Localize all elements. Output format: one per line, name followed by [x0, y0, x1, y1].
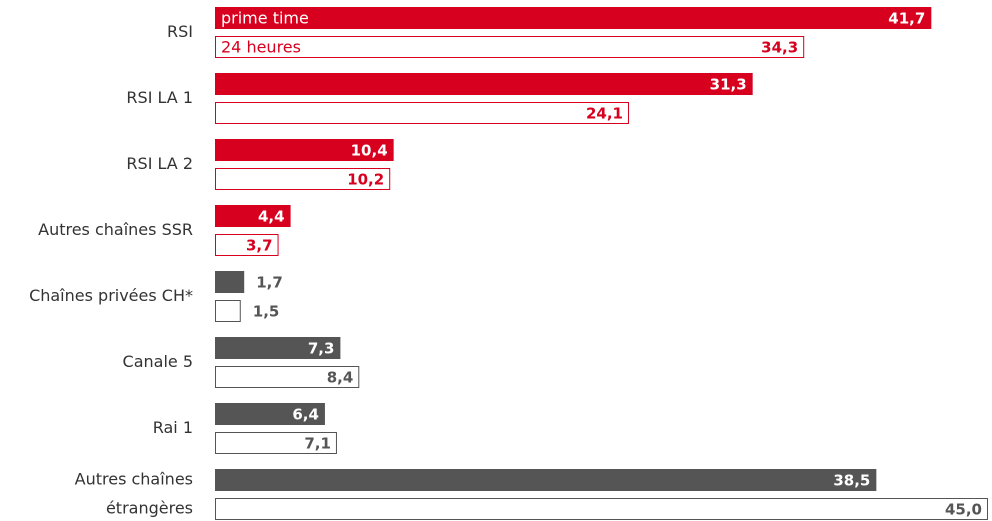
value-label: 34,3: [761, 39, 798, 57]
value-label: 8,4: [327, 369, 354, 387]
bar: [215, 366, 360, 388]
bar: [215, 36, 805, 58]
bar: [215, 73, 753, 95]
category-label: Rai 1: [153, 418, 193, 437]
value-label: 6,4: [292, 406, 319, 424]
bar: [215, 139, 394, 161]
legend-label: 24 heures: [221, 38, 301, 57]
bar: [215, 205, 291, 227]
bar: [215, 469, 877, 491]
value-label: 41,7: [888, 10, 925, 28]
category-label: Autres chaînes SSR: [38, 220, 193, 239]
bar: [215, 498, 988, 520]
category-label: RSI LA 1: [126, 88, 193, 107]
value-label: 38,5: [833, 472, 870, 490]
value-label: 10,2: [347, 171, 384, 189]
bar: [215, 337, 341, 359]
category-label: Autres chaînes: [75, 470, 193, 489]
value-label: 4,4: [258, 208, 285, 226]
bar: [215, 7, 932, 29]
value-label: 10,4: [351, 142, 388, 160]
category-label: RSI LA 2: [126, 154, 193, 173]
category-label: Canale 5: [123, 352, 193, 371]
bar: [215, 168, 391, 190]
bar: [215, 403, 325, 425]
category-label: RSI: [167, 22, 193, 41]
legend-label: prime time: [221, 9, 309, 28]
category-label: étrangères: [106, 499, 193, 518]
bar: [215, 271, 245, 293]
value-label: 1,5: [253, 303, 280, 321]
bar: [215, 432, 337, 454]
value-label: 24,1: [586, 105, 623, 123]
bar: [215, 102, 629, 124]
value-label: 45,0: [945, 501, 982, 519]
bar: [215, 300, 241, 322]
value-label: 7,3: [308, 340, 335, 358]
value-label: 1,7: [256, 274, 283, 292]
value-label: 3,7: [246, 237, 273, 255]
bar: [215, 234, 279, 256]
value-label: 31,3: [710, 76, 747, 94]
category-label: Chaînes privées CH*: [29, 286, 193, 305]
value-label: 7,1: [304, 435, 331, 453]
